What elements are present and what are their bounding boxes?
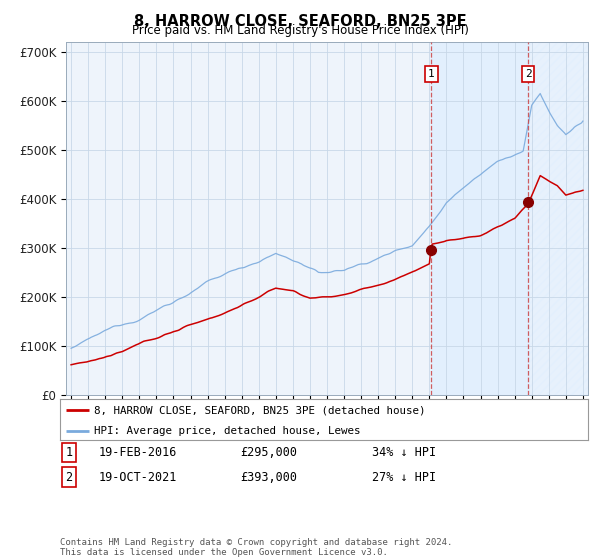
Text: 1: 1 (65, 446, 73, 459)
Text: 1: 1 (428, 69, 435, 79)
Text: 8, HARROW CLOSE, SEAFORD, BN25 3PE (detached house): 8, HARROW CLOSE, SEAFORD, BN25 3PE (deta… (94, 405, 426, 415)
Text: Price paid vs. HM Land Registry's House Price Index (HPI): Price paid vs. HM Land Registry's House … (131, 24, 469, 37)
Text: HPI: Average price, detached house, Lewes: HPI: Average price, detached house, Lewe… (94, 426, 361, 436)
Bar (528, 42, 588, 395)
Text: Contains HM Land Registry data © Crown copyright and database right 2024.
This d: Contains HM Land Registry data © Crown c… (60, 538, 452, 557)
Text: 2: 2 (65, 470, 73, 484)
Bar (431, 42, 528, 395)
Text: 34% ↓ HPI: 34% ↓ HPI (372, 446, 436, 459)
Text: 2: 2 (525, 69, 532, 79)
Text: 8, HARROW CLOSE, SEAFORD, BN25 3PE: 8, HARROW CLOSE, SEAFORD, BN25 3PE (134, 14, 466, 29)
Text: £393,000: £393,000 (240, 470, 297, 484)
Text: 19-FEB-2016: 19-FEB-2016 (99, 446, 178, 459)
Text: 19-OCT-2021: 19-OCT-2021 (99, 470, 178, 484)
Text: 27% ↓ HPI: 27% ↓ HPI (372, 470, 436, 484)
Text: £295,000: £295,000 (240, 446, 297, 459)
